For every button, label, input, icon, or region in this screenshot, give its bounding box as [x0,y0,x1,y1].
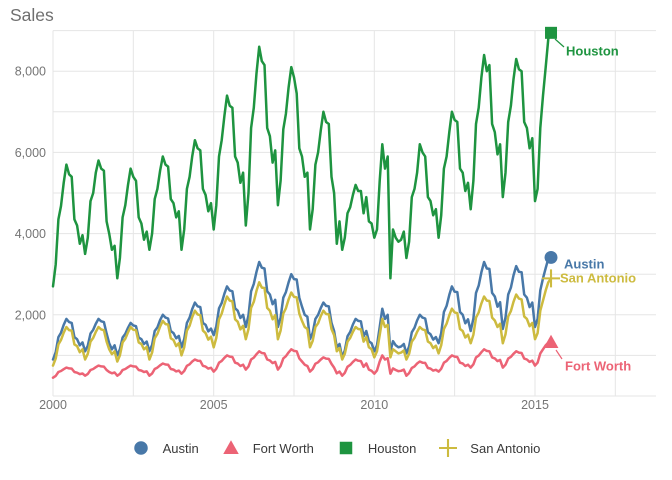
x-tick-label: 2000 [39,398,67,412]
legend-label-austin: Austin [162,440,199,456]
houston-leader-line [554,38,565,48]
legend-item-austin[interactable]: Austin [132,439,199,457]
y-tick-label: 6,000 [15,146,46,160]
sales-chart: 2,000 4,000 6,000 8,000 2000 2005 2010 2015 Aust… [15,26,656,412]
houston-line[interactable] [51,31,553,288]
plus-icon [439,439,458,457]
legend-label-fort_worth: Fort Worth [252,440,314,456]
series-austin: Austin [51,250,605,361]
circle-icon [133,441,148,455]
gridlines [52,30,656,397]
legend-item-san_antonio[interactable]: San Antonio [439,439,540,457]
san_antonio-line[interactable] [51,277,553,367]
circle-glyph [133,441,148,455]
san_antonio-end-label: San Antonio [560,271,636,286]
austin-line[interactable] [51,256,553,361]
series-san_antonio: San Antonio [51,269,636,367]
series-houston: Houston [51,26,619,288]
series-fort_worth: Fort Worth [51,334,631,379]
x-tick-label: 2015 [521,398,549,412]
legend: Austin Fort Worth Houston San Antonio [0,439,672,457]
legend-label-houston: Houston [367,440,417,456]
y-tick-label: 2,000 [15,308,46,322]
y-tick-label: 4,000 [15,227,46,241]
houston-end-label: Houston [566,44,619,59]
legend-label-san_antonio: San Antonio [470,440,541,456]
x-tick-label: 2010 [360,398,388,412]
fort_worth-end-label: Fort Worth [565,359,631,374]
y-tick-label: 8,000 [15,65,46,79]
chart-title: Sales [10,5,54,25]
triangle-icon [222,440,239,454]
legend-item-fort_worth[interactable]: Fort Worth [222,439,314,457]
legend-item-houston[interactable]: Houston [337,439,416,457]
axis-labels: 2,000 4,000 6,000 8,000 2000 2005 2010 2015 [15,65,549,412]
x-tick-label: 2005 [200,398,228,412]
fort_worth-line[interactable] [51,340,553,379]
austin-end-marker [544,250,558,264]
austin-end-label: Austin [564,257,605,272]
triangle-glyph [222,440,239,454]
houston-end-marker [545,26,558,39]
fort_worth-leader-line [555,349,563,360]
fort_worth-end-marker [543,334,559,349]
square-glyph [339,441,353,455]
square-icon [339,441,353,455]
